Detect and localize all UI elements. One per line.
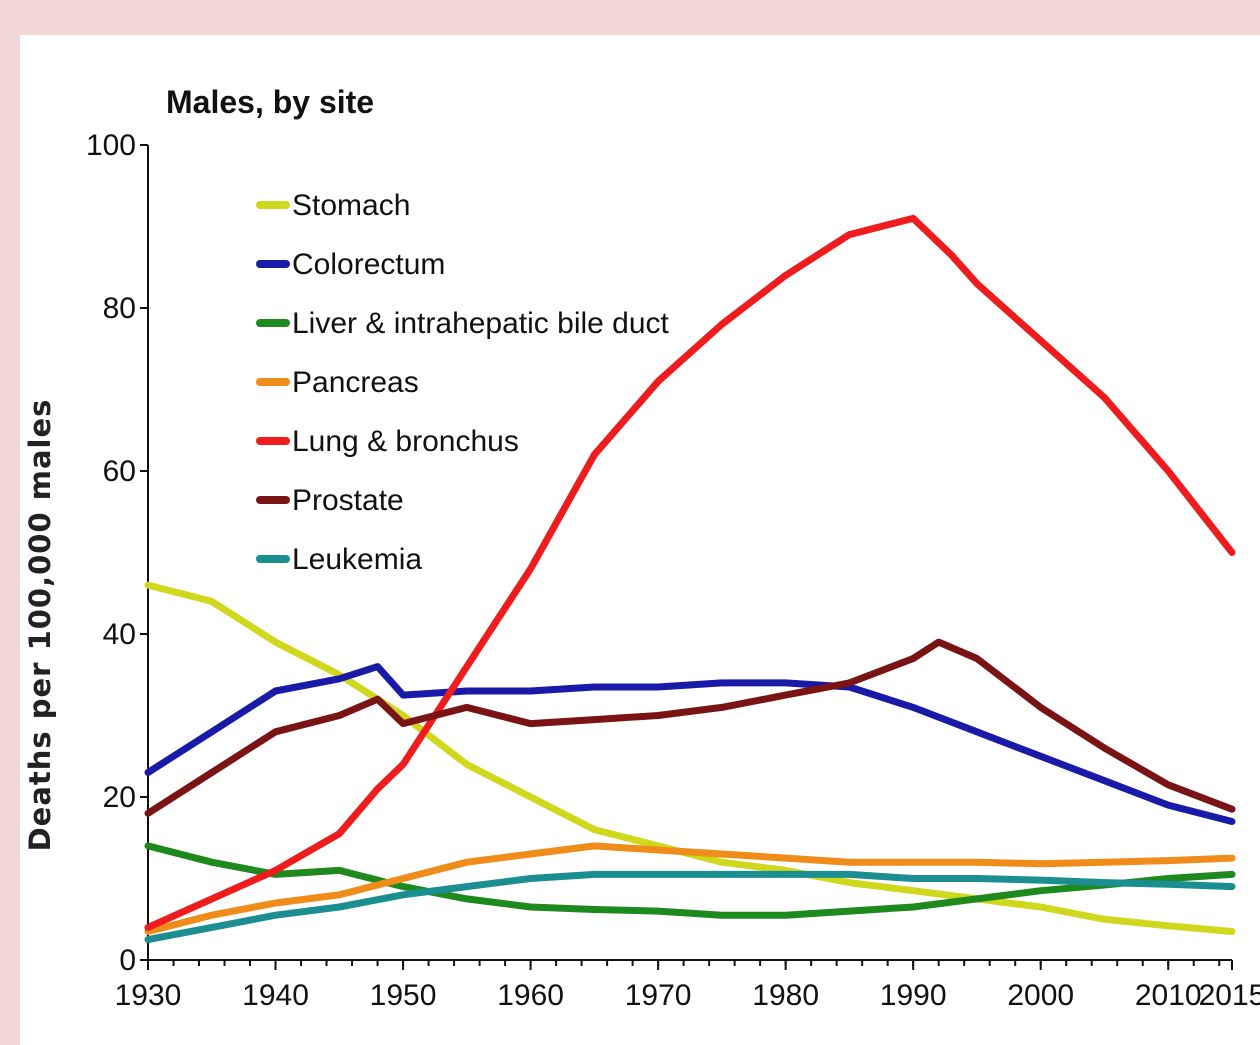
series-line-colorectum: [144, 663, 1236, 825]
x-tick-label: 2000: [1007, 979, 1074, 1012]
x-tick-label: 1950: [370, 979, 437, 1012]
legend-label-lung-bronchus: Lung & bronchus: [292, 425, 519, 458]
legend-label-stomach: Stomach: [292, 189, 410, 222]
series-line-pancreas: [144, 842, 1236, 935]
series-lines: [144, 214, 1236, 944]
x-tick-label: 2010: [1135, 979, 1202, 1012]
line-chart: Males, by site Deaths per 100,000 males …: [23, 84, 1260, 1012]
x-tick-label: 1960: [497, 979, 564, 1012]
y-tick-label: 0: [119, 944, 136, 977]
series-line-prostate: [144, 638, 1236, 817]
series-line-leukemia: [144, 870, 1236, 944]
y-axis-label: Deaths per 100,000 males: [23, 399, 57, 852]
y-tick-label: 40: [103, 618, 136, 651]
chart-panel: Males, by site Deaths per 100,000 males …: [20, 35, 1260, 1045]
x-tick-label: 1940: [242, 979, 309, 1012]
legend-label-liver-intrahepatic-bile-duct: Liver & intrahepatic bile duct: [292, 307, 670, 340]
x-tick-label: 1970: [625, 979, 692, 1012]
x-tick-label: 1980: [752, 979, 819, 1012]
y-tick-label: 80: [103, 292, 136, 325]
x-tick-label: 2015: [1199, 979, 1260, 1012]
legend-label-pancreas: Pancreas: [292, 366, 419, 399]
series-line-lung-bronchus: [144, 214, 1236, 931]
y-tick-label: 20: [103, 781, 136, 814]
legend-label-leukemia: Leukemia: [292, 543, 422, 576]
chart-title: Males, by site: [166, 84, 374, 120]
x-tick-label: 1990: [880, 979, 947, 1012]
x-tick-label: 1930: [115, 979, 182, 1012]
y-tick-label: 60: [103, 455, 136, 488]
legend-label-colorectum: Colorectum: [292, 248, 445, 281]
series-line-liver-intrahepatic-bile-duct: [144, 842, 1236, 919]
y-tick-label: 100: [86, 129, 136, 162]
series-line-stomach: [144, 581, 1236, 935]
legend-label-prostate: Prostate: [292, 484, 404, 517]
legend: Stomach Colorectum Liver & intrahepatic bi…: [256, 189, 670, 576]
axes: 0 20 40 60 80 100 1930 1940 1950 1960 1970 1980 1990…: [86, 129, 1260, 1012]
